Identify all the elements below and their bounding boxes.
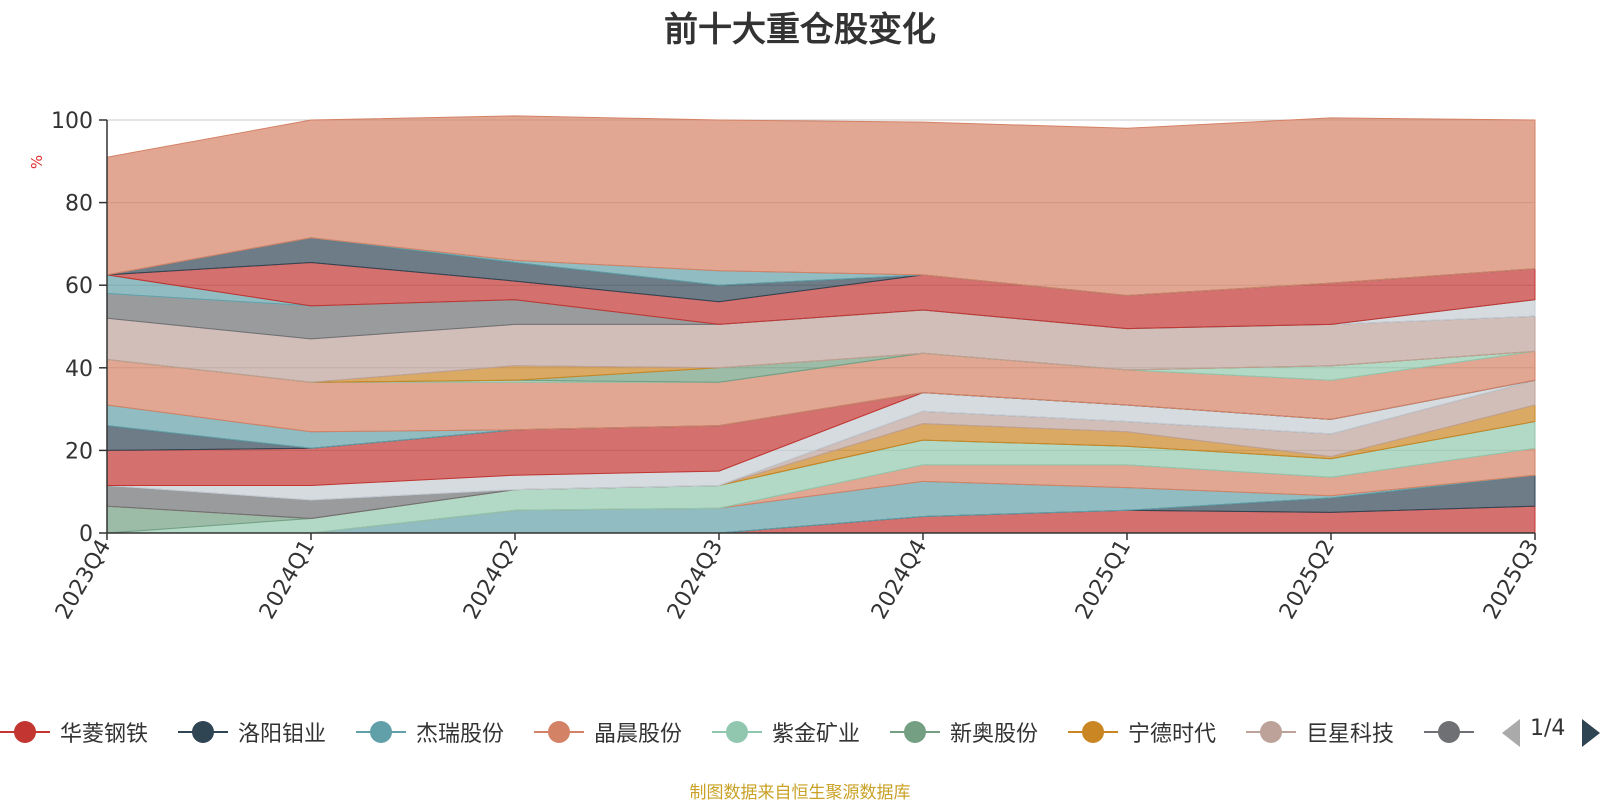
y-axis-unit-label: % (28, 155, 46, 169)
legend-item[interactable]: 紫金矿业 (712, 712, 860, 752)
legend-item[interactable]: | (1424, 712, 1482, 752)
legend-item[interactable]: 巨星科技 (1246, 712, 1394, 752)
x-tick-label: 2024Q2 (459, 536, 524, 624)
legend-label: 杰瑞股份 (416, 722, 505, 747)
legend-item[interactable]: 宁德时代 (1068, 712, 1216, 752)
legend-marker-icon (1068, 712, 1118, 752)
y-tick-label: 80 (65, 192, 93, 217)
legend-items: 华菱钢铁 洛阳钼业 杰瑞股份 晶晨股份 紫金矿业 新奥股份 宁德时代 巨星科技 | (0, 712, 1482, 752)
legend-marker-icon (890, 712, 940, 752)
y-tick-label: 100 (51, 109, 93, 134)
legend-prev-page-button[interactable] (1502, 719, 1520, 747)
legend-marker-icon (356, 712, 406, 752)
legend-label: 新奥股份 (950, 722, 1039, 747)
x-tick-label: 2024Q1 (255, 536, 320, 624)
legend-label: 巨星科技 (1306, 722, 1395, 747)
legend-marker-icon (712, 712, 762, 752)
y-tick-label: 40 (65, 357, 93, 382)
source-note: 制图数据来自恒生聚源数据库 (689, 783, 911, 803)
x-tick-label: 2025Q3 (1479, 536, 1544, 624)
chart-title: 前十大重仓股变化 (664, 10, 936, 50)
legend-item[interactable]: 杰瑞股份 (356, 712, 504, 752)
legend-next-page-button[interactable] (1582, 719, 1600, 747)
legend-page-indicator: 1/4 (1530, 716, 1566, 741)
legend-marker-icon (1246, 712, 1296, 752)
legend-label: 宁德时代 (1128, 722, 1217, 747)
legend-label: 紫金矿业 (772, 722, 861, 747)
x-tick-label: 2024Q3 (663, 536, 728, 624)
legend-marker-icon (534, 712, 584, 752)
legend-label: 晶晨股份 (594, 722, 683, 747)
y-tick-label: 20 (65, 439, 93, 464)
y-tick-label: 60 (65, 274, 93, 299)
x-tick-label: 2024Q4 (867, 536, 932, 624)
legend-item[interactable]: 华菱钢铁 (0, 712, 148, 752)
legend-item[interactable]: 洛阳钼业 (178, 712, 326, 752)
stacked-area-chart: 0 20 40 60 80 100 2023Q4 2024Q1 2024Q2 2024Q3 2024… (28, 109, 1544, 624)
x-tick-label: 2025Q2 (1275, 536, 1340, 624)
legend-marker-icon (1424, 712, 1474, 752)
area-series-25[interactable] (106, 115, 1536, 297)
legend: 华菱钢铁 洛阳钼业 杰瑞股份 晶晨股份 紫金矿业 新奥股份 宁德时代 巨星科技 | 1/4 (0, 712, 1600, 752)
legend-label: 华菱钢铁 (60, 722, 149, 747)
legend-marker-icon (178, 712, 228, 752)
x-tick-label: 2025Q1 (1071, 536, 1136, 624)
legend-label: 洛阳钼业 (238, 722, 327, 747)
legend-item[interactable]: 晶晨股份 (534, 712, 682, 752)
legend-marker-icon (0, 712, 50, 752)
legend-item[interactable]: 新奥股份 (890, 712, 1038, 752)
x-tick-label: 2023Q4 (51, 536, 116, 624)
y-tick-label: 0 (79, 522, 93, 547)
area-series-group (106, 115, 1536, 534)
